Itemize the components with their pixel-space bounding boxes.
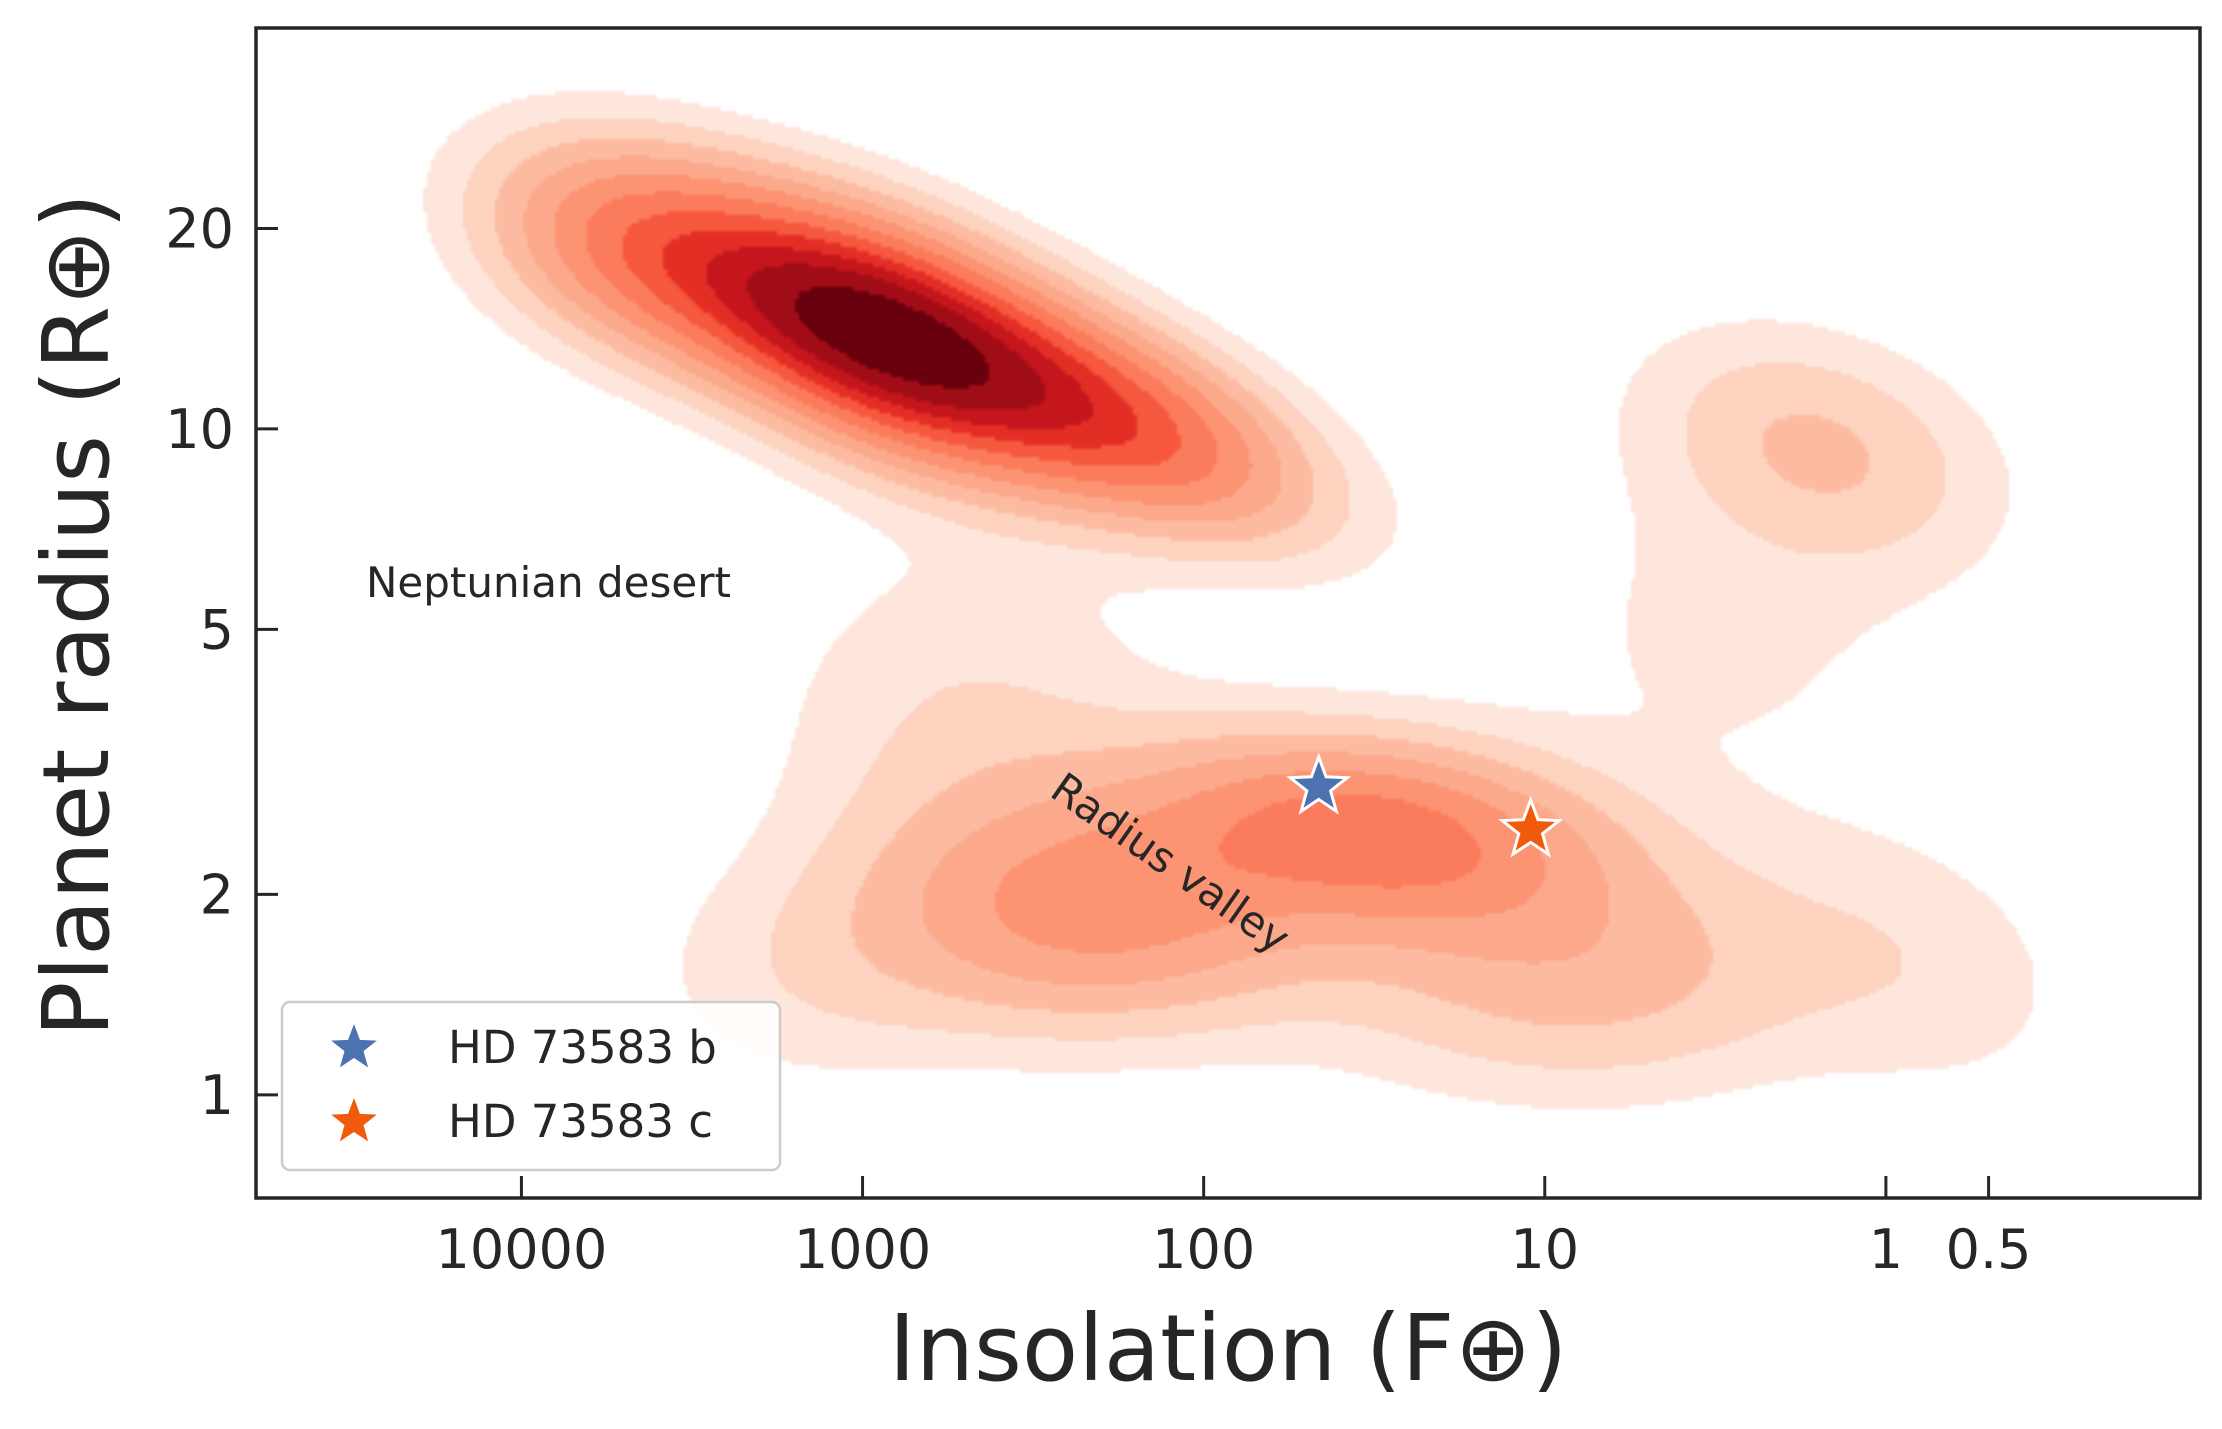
legend-star-hd73583c [331, 1098, 377, 1142]
y-tick-label-20: 20 [165, 197, 234, 260]
y-tick-label-2: 2 [200, 863, 234, 926]
axis-ticks: 10000 1000 100 10 1 0.5 1 2 5 10 20 [165, 197, 2031, 1281]
plot-frame [254, 26, 2202, 1200]
density-contour-level-11 [795, 287, 989, 389]
x-tick-label-100: 100 [1152, 1218, 1255, 1281]
neptunian-desert-annotation: Neptunian desert [366, 558, 731, 607]
x-tick-label-10000: 10000 [436, 1218, 608, 1281]
legend: HD 73583 b HD 73583 c [280, 1000, 782, 1172]
y-tick-label-10: 10 [165, 398, 234, 461]
x-tick-label-1: 1 [1869, 1218, 1903, 1281]
x-tick-label-10: 10 [1510, 1218, 1579, 1281]
x-tick-label-1000: 1000 [794, 1218, 931, 1281]
legend-label-hd73583b: HD 73583 b [448, 1021, 717, 1074]
y-axis-label: Planet radius (R⊕) [23, 193, 130, 1037]
legend-box [280, 1000, 782, 1172]
planet-star-hd73583b [1286, 752, 1352, 815]
y-tick-label-1: 1 [200, 1064, 234, 1127]
legend-label-hd73583c: HD 73583 c [448, 1095, 713, 1148]
planet-star-hd73583c [1497, 795, 1564, 858]
legend-star-hd73583b [331, 1024, 377, 1068]
planet-markers [1286, 752, 1564, 858]
x-axis-label: Insolation (F⊕) [889, 1295, 1568, 1402]
x-tick-label-0-5: 0.5 [1946, 1218, 2032, 1281]
y-tick-label-5: 5 [200, 598, 234, 661]
